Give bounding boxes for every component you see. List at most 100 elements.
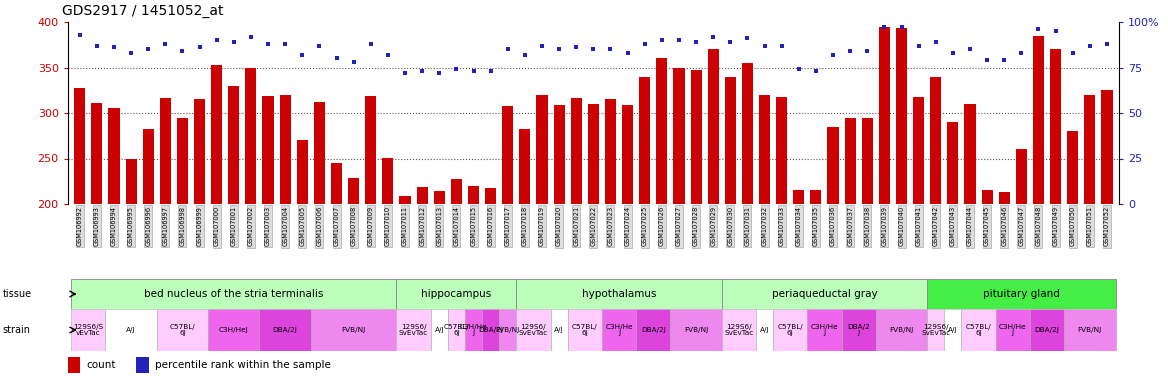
Text: GSM107006: GSM107006	[317, 206, 322, 247]
Bar	[396, 309, 431, 351]
Bar	[623, 105, 633, 204]
Text: GSM106995: GSM106995	[128, 206, 134, 246]
Bar	[91, 103, 103, 204]
Bar	[862, 118, 872, 204]
Bar	[1030, 309, 1064, 351]
Text: GSM107041: GSM107041	[916, 206, 922, 247]
Point	[926, 39, 945, 45]
Bar	[930, 76, 941, 204]
Point	[378, 52, 397, 58]
Text: GSM107012: GSM107012	[419, 206, 425, 247]
Text: GSM107034: GSM107034	[795, 206, 801, 247]
Bar	[245, 68, 257, 204]
Bar	[417, 187, 427, 204]
Text: percentile rank within the sample: percentile rank within the sample	[155, 361, 331, 371]
Text: GSM107027: GSM107027	[676, 206, 682, 247]
Text: C3H/He
J: C3H/He J	[811, 324, 839, 336]
Bar	[844, 118, 856, 204]
Text: hypothalamus: hypothalamus	[582, 289, 656, 299]
Bar	[588, 104, 599, 204]
Point	[807, 68, 826, 74]
Point	[772, 43, 791, 49]
Point	[584, 46, 603, 52]
Point	[618, 50, 637, 56]
Text: tissue: tissue	[2, 289, 32, 299]
Point	[1098, 41, 1117, 47]
Bar	[536, 95, 548, 204]
Text: GSM107005: GSM107005	[299, 206, 305, 247]
Bar	[656, 58, 667, 204]
Bar	[999, 192, 1010, 204]
Bar	[690, 70, 702, 204]
Bar	[1050, 49, 1062, 204]
Bar	[311, 309, 396, 351]
Point	[756, 43, 774, 49]
Text: A/J: A/J	[434, 327, 444, 333]
Text: GSM106992: GSM106992	[77, 206, 83, 246]
Text: GSM107021: GSM107021	[573, 206, 579, 247]
Text: GDS2917 / 1451052_at: GDS2917 / 1451052_at	[62, 4, 223, 18]
Point	[224, 39, 243, 45]
Text: DBA/2J: DBA/2J	[478, 327, 503, 333]
Text: GSM107038: GSM107038	[864, 206, 870, 247]
Text: GSM107039: GSM107039	[882, 206, 888, 246]
Bar	[550, 309, 568, 351]
Text: GSM106999: GSM106999	[196, 206, 202, 246]
Bar	[135, 358, 148, 373]
Text: GSM107037: GSM107037	[847, 206, 853, 247]
Bar	[176, 118, 188, 204]
Point	[602, 46, 620, 52]
Bar	[502, 106, 513, 204]
Bar	[1068, 131, 1078, 204]
Bar	[1033, 36, 1044, 204]
Point	[1011, 50, 1030, 56]
Point	[293, 52, 312, 58]
Bar	[431, 309, 447, 351]
Bar	[927, 279, 1115, 309]
Text: GSM107008: GSM107008	[350, 206, 356, 247]
Bar	[259, 309, 311, 351]
Text: GSM107051: GSM107051	[1087, 206, 1093, 247]
Point	[566, 45, 585, 51]
Bar	[944, 309, 961, 351]
Bar	[499, 309, 516, 351]
Text: C3H/He
J: C3H/He J	[605, 324, 633, 336]
Bar	[279, 95, 291, 204]
Text: GSM106997: GSM106997	[162, 206, 168, 246]
Bar	[842, 309, 876, 351]
Text: GSM107029: GSM107029	[710, 206, 716, 247]
Text: GSM107011: GSM107011	[402, 206, 408, 246]
Point	[978, 57, 996, 63]
Point	[687, 39, 705, 45]
Text: GSM106994: GSM106994	[111, 206, 117, 246]
Point	[139, 46, 158, 52]
Text: GSM107036: GSM107036	[830, 206, 836, 247]
Bar	[211, 65, 222, 204]
Text: FVB/NJ: FVB/NJ	[889, 327, 913, 333]
Bar	[961, 309, 995, 351]
Text: hippocampus: hippocampus	[422, 289, 492, 299]
Text: GSM107001: GSM107001	[231, 206, 237, 247]
Bar	[71, 279, 396, 309]
Bar	[708, 49, 718, 204]
Text: GSM107019: GSM107019	[538, 206, 545, 246]
Text: GSM107043: GSM107043	[950, 206, 955, 247]
Text: GSM107048: GSM107048	[1036, 206, 1042, 247]
Text: GSM107032: GSM107032	[762, 206, 767, 247]
Point	[1063, 50, 1082, 56]
Point	[242, 33, 260, 40]
Bar	[348, 178, 360, 204]
Text: FVB/NJ: FVB/NJ	[1078, 327, 1101, 333]
Bar	[876, 309, 927, 351]
Point	[327, 55, 346, 61]
Bar	[157, 309, 208, 351]
Bar	[913, 97, 924, 204]
Text: GSM107046: GSM107046	[1001, 206, 1007, 247]
Bar	[878, 26, 890, 204]
Point	[70, 31, 89, 38]
Bar	[670, 309, 722, 351]
Bar	[331, 163, 342, 204]
Bar	[927, 309, 944, 351]
Bar	[827, 127, 839, 204]
Point	[823, 52, 842, 58]
